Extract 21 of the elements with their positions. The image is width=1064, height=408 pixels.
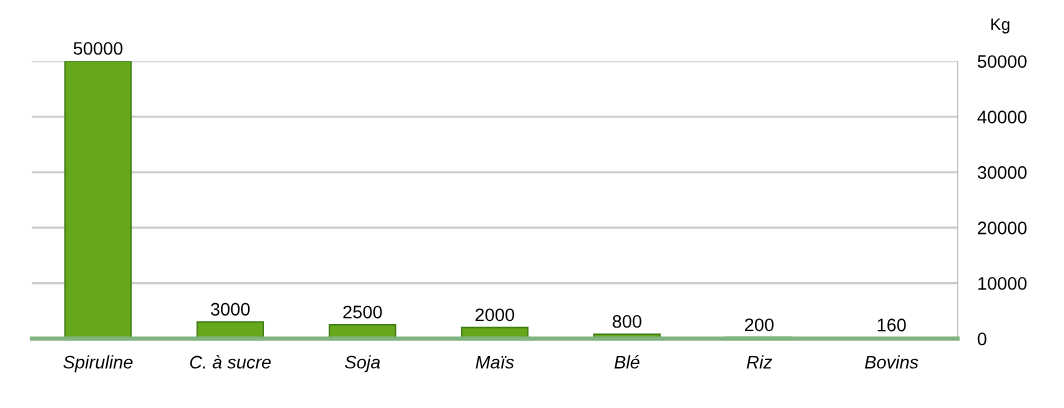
x-tick-label: Bovins <box>864 355 919 369</box>
data-label: 2500 <box>343 305 382 319</box>
x-tick-label: Maïs <box>475 355 514 369</box>
x-tick-label: Blé <box>614 355 640 369</box>
x-tick-label: Riz <box>746 355 773 369</box>
y-tick-label: 10000 <box>978 277 1027 290</box>
data-label: 200 <box>745 318 774 332</box>
data-label: 800 <box>612 315 642 328</box>
data-label: 3000 <box>210 302 250 316</box>
data-label: 2000 <box>475 308 515 322</box>
data-label: 160 <box>877 318 906 332</box>
y-tick-label: 20000 <box>977 221 1027 235</box>
data-label: 50000 <box>73 42 123 55</box>
x-tick-label: Spiruline <box>63 355 133 373</box>
y-tick-label: 30000 <box>977 166 1027 179</box>
y-tick-label: 50000 <box>977 55 1027 68</box>
x-tick-label: Soja <box>344 355 380 373</box>
x-tick-label: C. à sucre <box>190 355 271 369</box>
y-tick-label: 0 <box>977 332 987 346</box>
y-axis-title: Kg <box>991 18 1010 34</box>
y-tick-label: 40000 <box>977 110 1027 124</box>
